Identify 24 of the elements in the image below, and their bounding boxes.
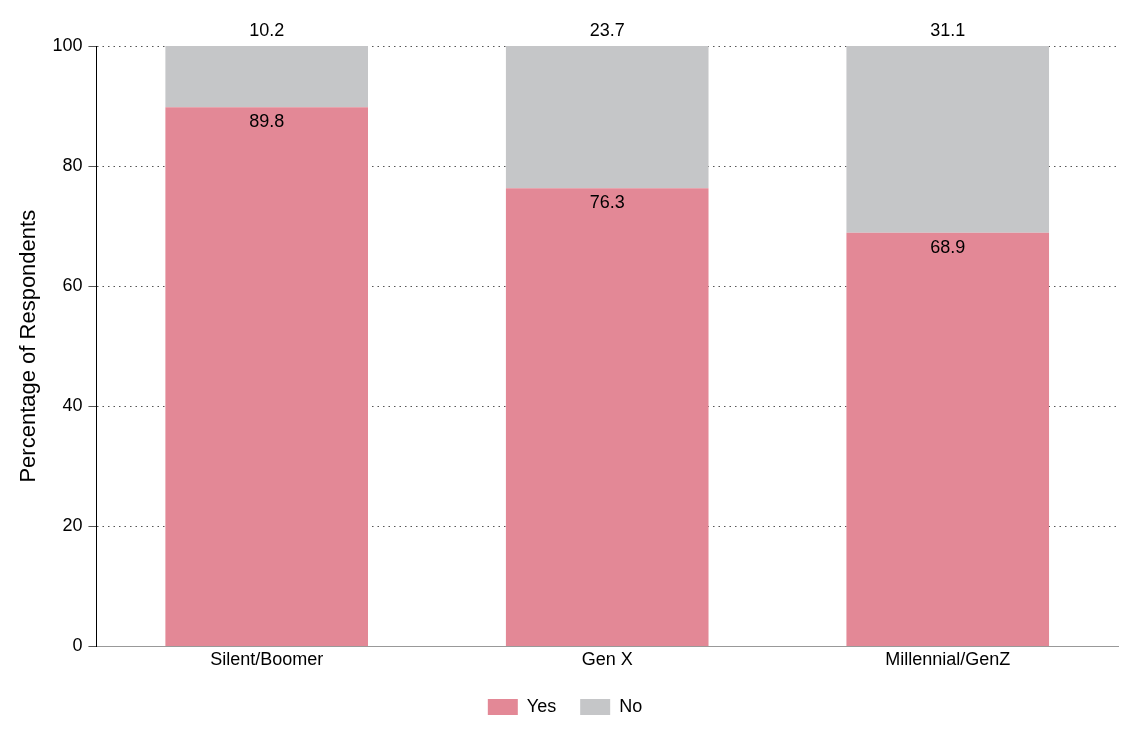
legend-label: No: [619, 695, 643, 716]
x-tick-label: Gen X: [581, 649, 633, 670]
data-label: 76.3: [589, 192, 625, 213]
y-tick-label: 60: [62, 275, 83, 296]
y-tick-label: 40: [62, 395, 83, 416]
data-label: 31.1: [930, 19, 966, 40]
data-label: 89.8: [249, 111, 285, 132]
x-tick-label: Millennial/GenZ: [885, 649, 1011, 670]
data-label: 68.9: [930, 236, 966, 257]
y-axis-title: Percentage of Respondents: [15, 209, 41, 483]
legend-label: Yes: [526, 695, 557, 716]
bar: [165, 107, 368, 646]
y-tick-label: 20: [62, 515, 83, 536]
bar: [846, 232, 1050, 646]
y-tick-label: 0: [72, 635, 83, 656]
bar: [846, 46, 1050, 233]
data-label: 10.2: [249, 19, 285, 40]
bar: [505, 46, 709, 189]
y-tick-label: 80: [62, 155, 83, 176]
data-label: 23.7: [589, 19, 625, 40]
x-tick-label: Silent/Boomer: [210, 649, 324, 670]
bar: [165, 46, 368, 108]
bar: [505, 188, 709, 646]
y-tick-label: 100: [52, 34, 83, 55]
